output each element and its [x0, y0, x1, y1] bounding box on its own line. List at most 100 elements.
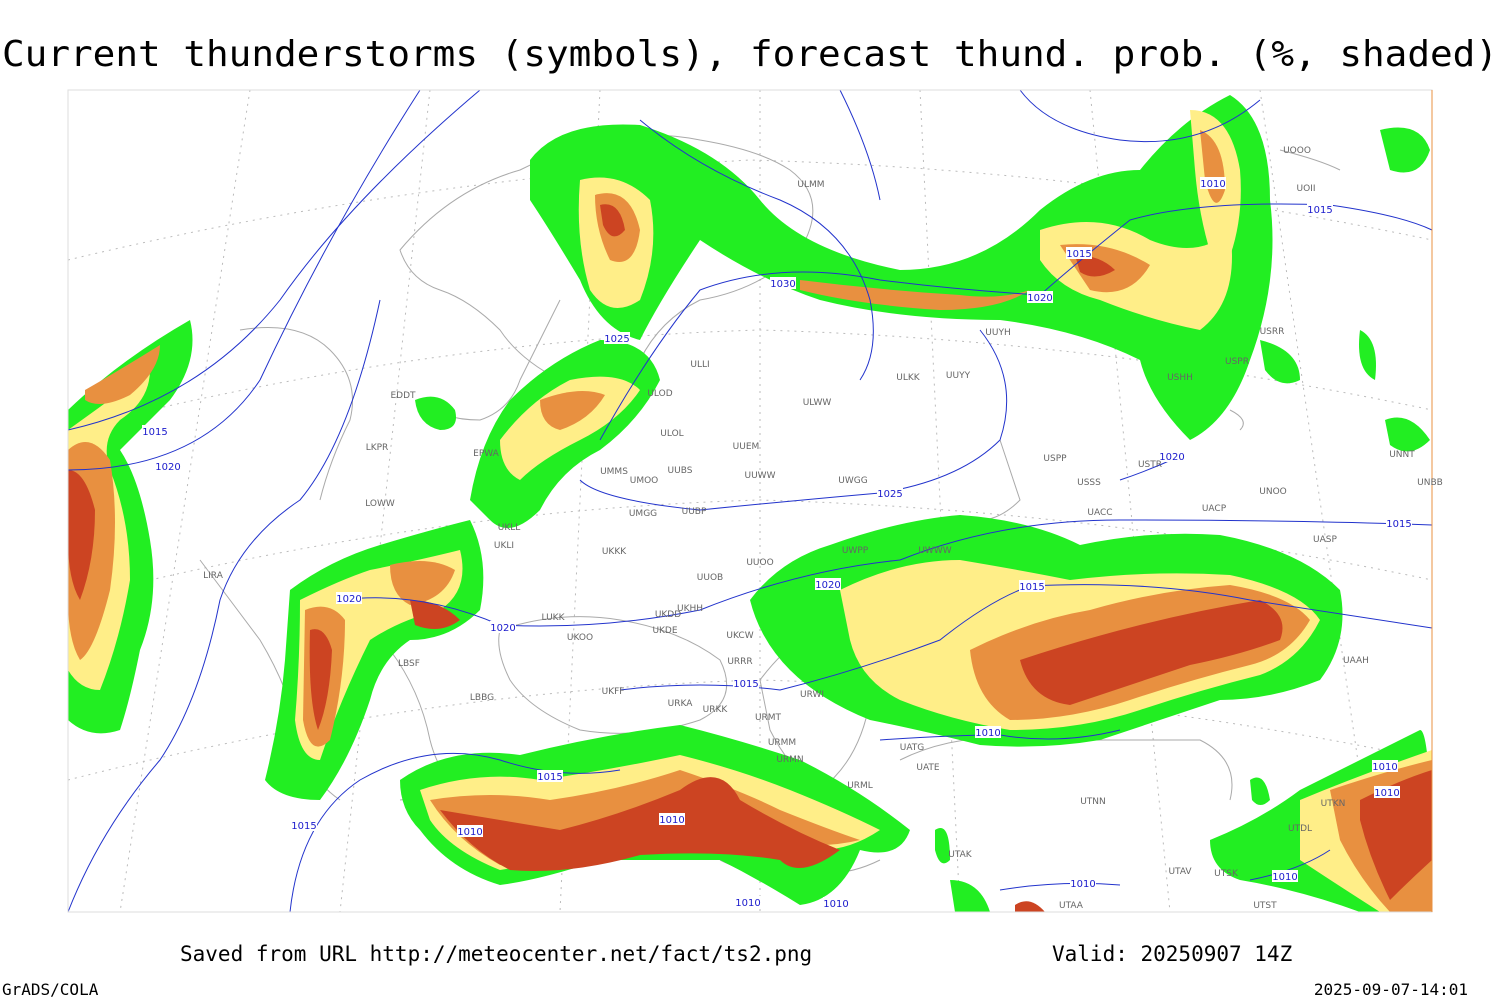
- isobar-label-bg: [823, 897, 849, 909]
- isobar-label: 1015: [1019, 582, 1044, 593]
- isobar-label-bg: [815, 578, 841, 590]
- station-code: LUKK: [542, 613, 566, 623]
- isobar-label: 1015: [733, 679, 758, 690]
- station-code: UKHH: [677, 604, 703, 614]
- isobar-label: 1010: [1374, 788, 1399, 799]
- station-code: UTST: [1253, 901, 1277, 911]
- station-code: UMGG: [629, 509, 657, 519]
- station-code: UKDE: [652, 626, 677, 636]
- station-code: UWWW: [918, 546, 951, 556]
- station-code: URML: [847, 781, 873, 791]
- isobar-label-bg: [291, 819, 317, 831]
- isobar-label: 1020: [815, 580, 840, 591]
- station-code: UUOO: [746, 558, 773, 568]
- station-code: UATG: [900, 743, 925, 753]
- isobar-label-bg: [1027, 291, 1053, 303]
- station-code: UKCW: [726, 631, 753, 641]
- isobar-label: 1025: [877, 489, 902, 500]
- isobar-label-bg: [1307, 203, 1333, 215]
- isobar-label: 1015: [291, 821, 316, 832]
- station-code: UKLI: [494, 541, 514, 551]
- isobar-label-bg: [336, 592, 362, 604]
- isobar-label-bg: [1372, 760, 1398, 772]
- isobar-label-bg: [733, 677, 759, 689]
- station-code: EPWA: [473, 449, 500, 459]
- isobar-label-bg: [975, 726, 1001, 738]
- station-code: UACC: [1087, 508, 1112, 518]
- isobar-label: 1010: [823, 899, 848, 910]
- station-code: UKLL: [498, 523, 521, 533]
- isobar-label: 1015: [142, 427, 167, 438]
- station-code: LIRA: [203, 571, 224, 581]
- isobar-label-bg: [1070, 877, 1096, 889]
- isobar-label: 1020: [336, 594, 361, 605]
- isobar-label: 1020: [1159, 452, 1184, 463]
- station-code: URRR: [727, 657, 752, 667]
- isobar-label: 1020: [490, 623, 515, 634]
- station-code: UTDL: [1288, 824, 1312, 834]
- timestamp: 2025-09-07-14:01: [1314, 980, 1468, 999]
- title: Current thunderstorms (symbols), forecas…: [2, 34, 1498, 75]
- station-code: UUYY: [946, 371, 971, 381]
- station-code: URMT: [755, 713, 782, 723]
- isobar-label: 1030: [770, 279, 795, 290]
- isobar-label: 1010: [1272, 872, 1297, 883]
- station-code: UUOB: [697, 573, 723, 583]
- isobar-label: 1020: [1027, 293, 1052, 304]
- station-code: UWPP: [842, 546, 869, 556]
- isobar-label-bg: [490, 621, 516, 633]
- station-code: UUBS: [668, 466, 693, 476]
- station-code: USRR: [1260, 327, 1285, 337]
- isobar-label-bg: [735, 896, 761, 908]
- station-code: USHH: [1167, 373, 1193, 383]
- station-code: ULKK: [896, 373, 921, 383]
- station-code: URKK: [703, 705, 729, 715]
- station-code: UTSK: [1214, 869, 1239, 879]
- station-code: UTNN: [1080, 797, 1106, 807]
- station-code: URWI: [800, 690, 824, 700]
- station-code: UWGG: [838, 476, 867, 486]
- isobar-label-bg: [1386, 517, 1412, 529]
- isobar-label: 1015: [537, 772, 562, 783]
- station-code: ULMM: [797, 180, 824, 190]
- isobar-label-bg: [1159, 450, 1185, 462]
- isobar-label-bg: [877, 487, 903, 499]
- isobar-label-bg: [604, 332, 630, 344]
- station-code: UTAA: [1059, 901, 1084, 911]
- station-code: URMM: [768, 738, 796, 748]
- station-code: URMN: [776, 755, 803, 765]
- station-code: LBSF: [398, 659, 420, 669]
- isobar-label-bg: [457, 825, 483, 837]
- station-code: UUWW: [745, 471, 776, 481]
- station-code: URKA: [668, 699, 694, 709]
- isobar-label: 1010: [1200, 179, 1225, 190]
- station-code: LOWW: [365, 499, 395, 509]
- station-code: UOOO: [1283, 146, 1311, 156]
- isobar-label-bg: [659, 813, 685, 825]
- isobar-label: 1010: [1070, 879, 1095, 890]
- station-code: UUBP: [682, 507, 707, 517]
- isobar-label: 1015: [1066, 249, 1091, 260]
- station-code: UKDD: [655, 610, 681, 620]
- isobar-label-bg: [1200, 177, 1226, 189]
- map-labels: 1010 1015 1015 1020 1030 1025 1015 1020 1025 1020…: [142, 146, 1443, 911]
- station-code: UACP: [1202, 504, 1227, 514]
- station-code: UASP: [1313, 535, 1337, 545]
- credit: GrADS/COLA: [2, 980, 99, 999]
- station-code: UMMS: [600, 467, 628, 477]
- station-code: UUEM: [733, 442, 760, 452]
- isobar-label: 1010: [975, 728, 1000, 739]
- plot-area: 1010 1015 1015 1020 1030 1025 1015 1020 1025 1020…: [67, 89, 1443, 913]
- station-code: UKKK: [602, 547, 627, 557]
- station-code: UTAK: [948, 850, 973, 860]
- station-code: LKPR: [366, 443, 389, 453]
- station-code: UTKN: [1321, 799, 1346, 809]
- isobar-label: 1015: [1307, 205, 1332, 216]
- isobar-label-bg: [1374, 786, 1400, 798]
- station-code: UAAH: [1343, 656, 1369, 666]
- isobar-label-bg: [142, 425, 168, 437]
- source-url: Saved from URL http://meteocenter.net/fa…: [180, 942, 812, 966]
- station-code: UNOO: [1259, 487, 1287, 497]
